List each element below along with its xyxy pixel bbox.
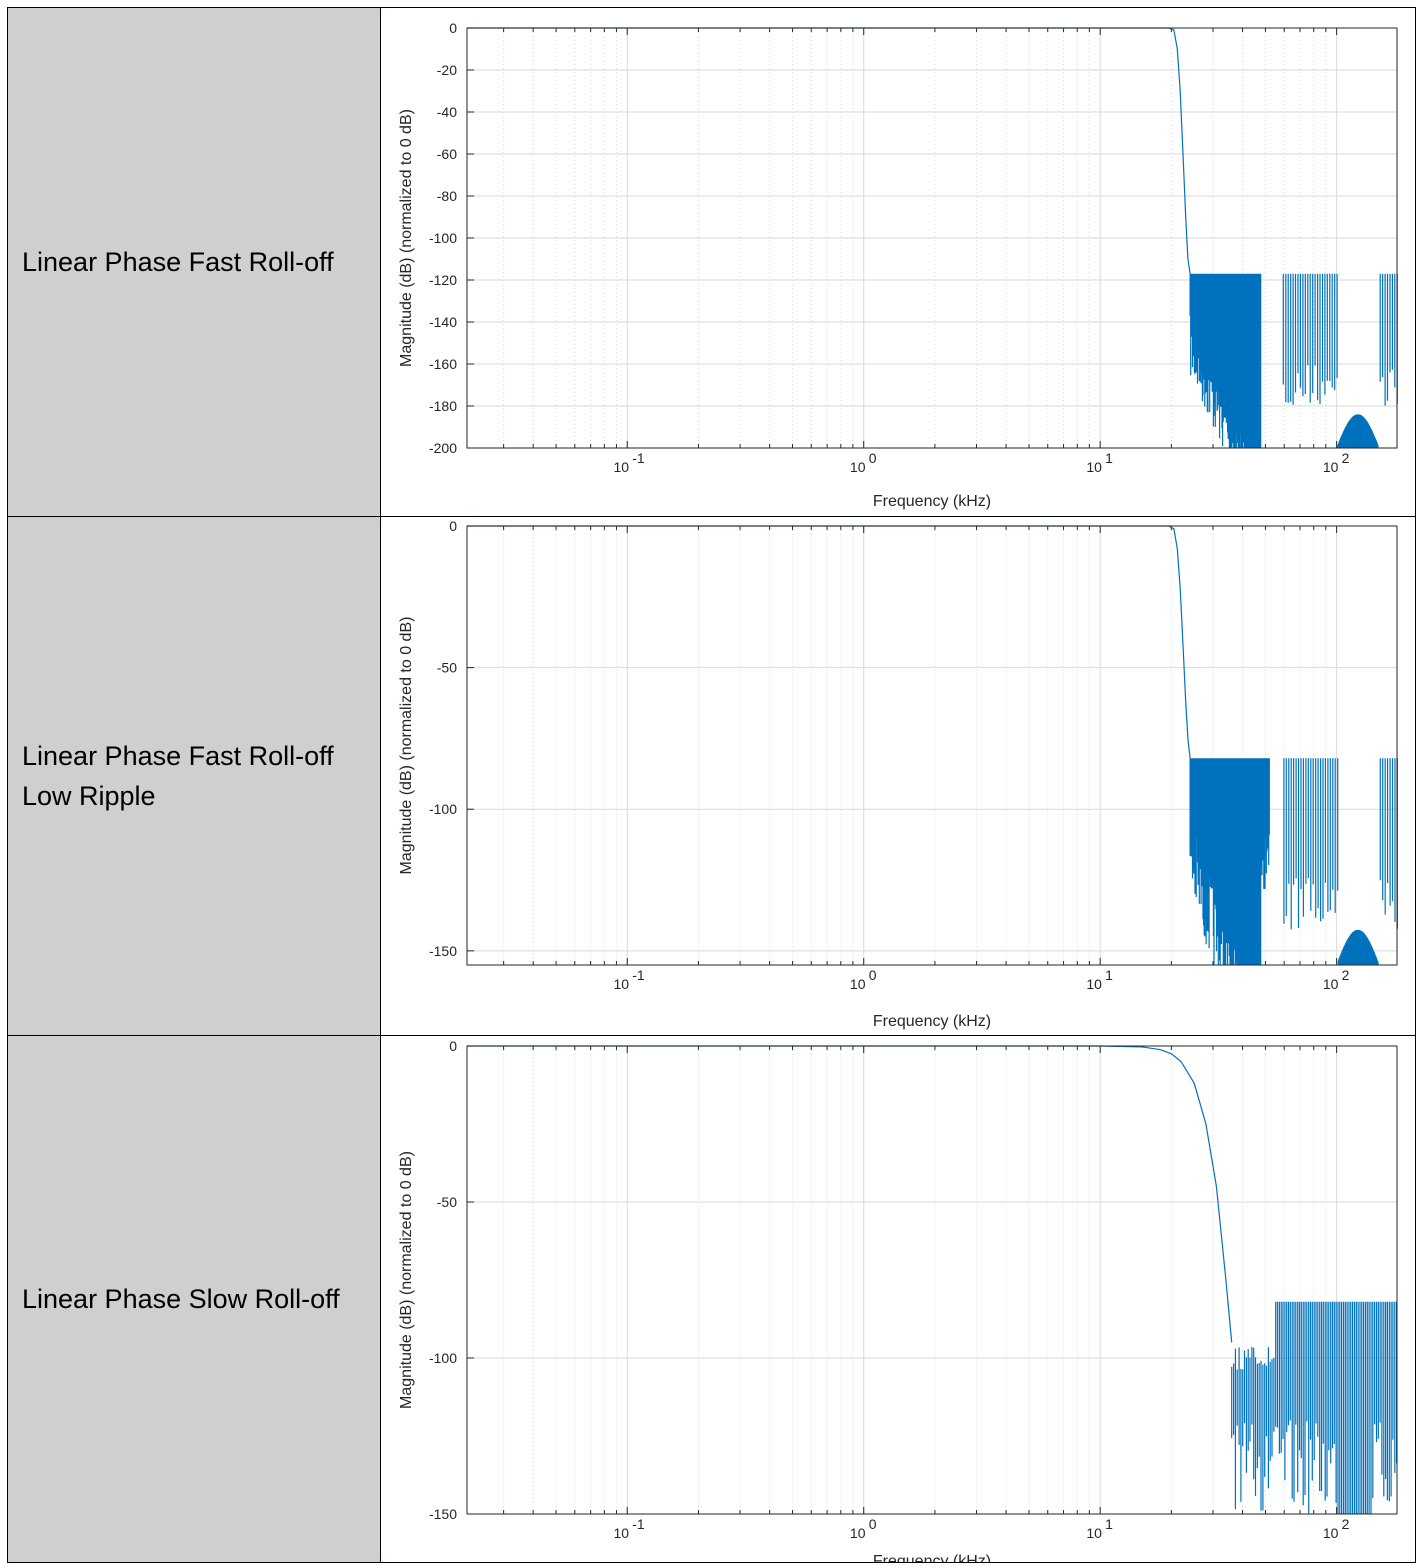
x-tick-exponent: 2 (1342, 967, 1350, 983)
x-axis-label: Frequency (kHz) (873, 1553, 991, 1562)
x-tick-base: 10 (613, 1525, 629, 1541)
y-tick-label: -20 (437, 62, 457, 78)
y-axis-label: Magnitude (dB) (normalized to 0 dB) (398, 1151, 415, 1409)
x-tick-label: 101 (1086, 967, 1113, 992)
series-line (467, 1045, 1398, 1514)
x-tick-exponent: -1 (632, 967, 645, 983)
x-tick-label: 102 (1323, 1516, 1350, 1541)
plot-area (467, 1046, 1397, 1514)
filter-name: Linear Phase Fast Roll-off (22, 247, 334, 277)
x-axis-label: Frequency (kHz) (873, 493, 991, 510)
y-tick-label: -150 (429, 1506, 457, 1522)
x-tick-base: 10 (1086, 976, 1102, 992)
y-tick-label: -100 (429, 1350, 457, 1366)
filter-row: Linear Phase Slow Roll-off 0 -50 -100 -150 1… (7, 1035, 1416, 1563)
filter-name: Linear Phase Fast Roll-off Low Ripple (22, 741, 334, 811)
x-tick-base: 10 (850, 976, 866, 992)
x-tick-exponent: 1 (1105, 450, 1113, 466)
x-tick-exponent: -1 (632, 450, 645, 466)
filter-name-cell: Linear Phase Fast Roll-off (7, 7, 381, 517)
plot-cell: 0 -50 -100 -150 10 -1 10 0 10 1 10 2 Frequency (kHz)… (380, 1035, 1416, 1563)
x-tick-label: 10-1 (613, 1516, 644, 1541)
x-tick-label: 10-1 (613, 450, 644, 475)
axes-frame (466, 1045, 1398, 1515)
x-tick-label: 100 (850, 1516, 877, 1541)
filter-name-cell: Linear Phase Slow Roll-off (7, 1035, 381, 1563)
x-tick-label: 100 (850, 967, 877, 992)
x-tick-base: 10 (1323, 1525, 1339, 1541)
x-tick-label: 100 (850, 450, 877, 475)
x-tick-base: 10 (1086, 1525, 1102, 1541)
y-axis-label: Magnitude (dB) (normalized to 0 dB) (398, 109, 415, 367)
x-tick-label: 101 (1086, 450, 1113, 475)
x-tick-exponent: 2 (1342, 1516, 1350, 1532)
y-tick-label: -50 (437, 660, 457, 676)
x-tick-exponent: 0 (869, 1516, 877, 1532)
y-tick-label: 0 (449, 1038, 457, 1054)
x-tick-exponent: 1 (1105, 1516, 1113, 1532)
x-tick-exponent: 0 (869, 450, 877, 466)
filter-row: Linear Phase Fast Roll-off Low Ripple 0 -… (7, 516, 1416, 1036)
x-tick-exponent: 1 (1105, 967, 1113, 983)
x-tick-base: 10 (1323, 459, 1339, 475)
x-tick-exponent: 2 (1342, 450, 1350, 466)
filter-row: Linear Phase Fast Roll-off 0 -20 -40 -60 -80… (7, 7, 1416, 517)
y-tick-label: -200 (429, 440, 457, 456)
y-tick-label: -80 (437, 188, 457, 204)
y-tick-label: -120 (429, 272, 457, 288)
axes-frame (466, 525, 1398, 966)
y-tick-label: -50 (437, 1194, 457, 1210)
series-line (467, 525, 1398, 965)
x-tick-base: 10 (613, 459, 629, 475)
x-tick-base: 10 (850, 1525, 866, 1541)
y-tick-label: -160 (429, 356, 457, 372)
y-tick-label: 0 (449, 518, 457, 534)
filter-name-cell: Linear Phase Fast Roll-off Low Ripple (7, 516, 381, 1036)
y-tick-label: -40 (437, 104, 457, 120)
axes-frame (466, 27, 1398, 449)
x-tick-exponent: -1 (632, 1516, 645, 1532)
x-tick-label: 10-1 (613, 967, 644, 992)
series-line (467, 27, 1398, 448)
x-tick-label: 102 (1323, 967, 1350, 992)
x-tick-base: 10 (1323, 976, 1339, 992)
x-tick-label: 101 (1086, 1516, 1113, 1541)
filter-table: Linear Phase Fast Roll-off 0 -20 -40 -60 -80… (7, 7, 1416, 1563)
x-tick-base: 10 (850, 459, 866, 475)
x-tick-label: 102 (1323, 450, 1350, 475)
y-tick-label: -180 (429, 398, 457, 414)
y-tick-label: -60 (437, 146, 457, 162)
y-tick-label: 0 (449, 20, 457, 36)
plot-cell: 0 -50 -100 -150 10 -1 10 0 10 1 10 2 Frequency (kHz)… (380, 516, 1416, 1036)
x-tick-base: 10 (613, 976, 629, 992)
frequency-response-plot: 0-20-40-60-80-100-120-140-160-180-20010-… (398, 20, 1398, 510)
plot-cell: 0 -20 -40 -60 -80 -100 -120 -140 -160 -180 -200 10-… (380, 7, 1416, 517)
x-tick-base: 10 (1086, 459, 1102, 475)
y-tick-label: -150 (429, 943, 457, 959)
y-tick-label: -100 (429, 801, 457, 817)
y-axis-label: Magnitude (dB) (normalized to 0 dB) (398, 617, 415, 875)
x-axis-label: Frequency (kHz) (873, 1013, 991, 1030)
y-tick-label: -140 (429, 314, 457, 330)
filter-name: Linear Phase Slow Roll-off (22, 1284, 340, 1314)
y-tick-label: -100 (429, 230, 457, 246)
x-tick-exponent: 0 (869, 967, 877, 983)
